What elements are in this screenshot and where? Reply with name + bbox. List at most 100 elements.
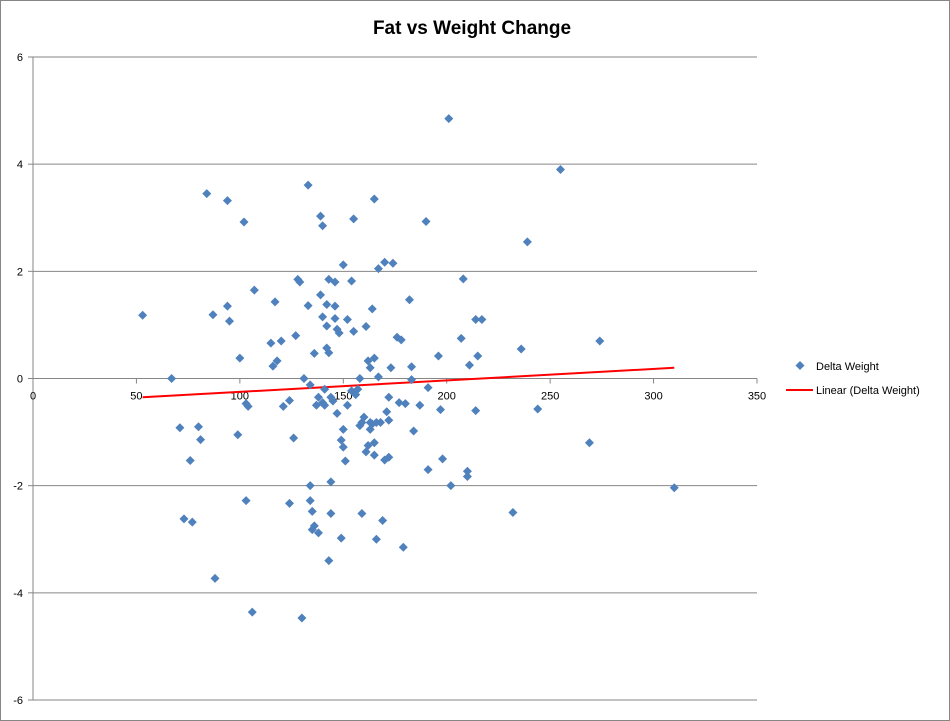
data-point	[299, 374, 309, 383]
x-tick-label: 0	[30, 391, 36, 403]
data-point	[295, 277, 305, 287]
axes	[28, 56, 758, 701]
data-point	[369, 450, 379, 460]
data-point	[371, 534, 381, 544]
data-point	[367, 304, 377, 314]
y-tick-label: 6	[17, 52, 23, 64]
x-tick-label: 350	[748, 391, 766, 403]
data-point	[291, 331, 301, 341]
data-point	[369, 353, 379, 363]
trendline-segment	[142, 366, 675, 399]
data-point	[233, 430, 243, 440]
data-point	[222, 196, 232, 206]
data-points	[138, 114, 679, 623]
data-point	[584, 438, 594, 448]
x-tick-label: 50	[130, 391, 142, 403]
data-point	[270, 297, 280, 307]
data-point	[456, 333, 466, 343]
data-point	[473, 351, 483, 361]
x-tick-label: 150	[334, 391, 352, 403]
data-point	[222, 301, 232, 311]
data-point	[278, 401, 288, 411]
data-point	[318, 312, 328, 322]
data-point	[324, 556, 334, 566]
data-point	[297, 613, 307, 623]
data-point	[309, 521, 319, 531]
data-point	[404, 295, 414, 305]
y-tick-label: 4	[17, 159, 23, 171]
data-point	[326, 477, 336, 487]
data-point	[353, 384, 363, 394]
data-point	[438, 454, 448, 464]
data-point	[318, 221, 328, 231]
data-point	[334, 328, 344, 338]
x-axis-tick-labels: 0 50 100 150 200 250 300 350	[30, 391, 766, 403]
data-point	[202, 189, 212, 199]
y-tick-label: 2	[17, 266, 23, 278]
chart-title: Fat vs Weight Change	[373, 18, 571, 39]
data-point	[289, 433, 299, 443]
data-point	[305, 380, 315, 390]
data-point	[446, 481, 456, 491]
data-point	[384, 452, 394, 462]
data-point	[303, 180, 313, 190]
data-point	[382, 407, 392, 417]
legend: Delta Weight Linear (Delta Weight)	[786, 361, 920, 397]
data-point	[239, 217, 249, 227]
legend-marker-delta-weight	[795, 361, 805, 370]
data-point	[268, 361, 278, 371]
data-point	[272, 356, 282, 366]
x-tick-label: 300	[644, 391, 662, 403]
data-point	[303, 301, 313, 311]
data-point	[373, 372, 383, 382]
data-point	[394, 398, 404, 408]
trendline	[142, 366, 675, 399]
data-point	[330, 313, 340, 323]
y-tick-label: 0	[17, 374, 23, 386]
data-point	[669, 483, 679, 493]
data-point	[336, 435, 346, 445]
y-tick-label: -6	[13, 695, 23, 707]
data-point	[316, 290, 326, 300]
legend-label-delta-weight: Delta Weight	[816, 361, 879, 373]
data-point	[225, 316, 235, 326]
data-point	[444, 114, 454, 124]
data-point	[185, 455, 195, 465]
data-point	[464, 360, 474, 370]
y-tick-label: -4	[13, 588, 23, 600]
data-point	[187, 517, 197, 527]
data-point	[342, 315, 352, 325]
data-point	[508, 507, 518, 517]
data-point	[330, 277, 340, 287]
data-point	[380, 257, 390, 267]
data-point	[533, 404, 543, 414]
data-point	[208, 310, 218, 320]
data-point	[409, 426, 419, 436]
data-point	[462, 466, 472, 476]
data-point	[555, 165, 565, 175]
data-point	[359, 412, 369, 422]
data-point	[305, 481, 315, 491]
data-point	[365, 363, 375, 373]
data-point	[266, 338, 276, 348]
data-point	[384, 392, 394, 402]
data-point	[398, 542, 408, 552]
data-point	[458, 274, 468, 284]
data-point	[384, 415, 394, 425]
data-point	[342, 400, 352, 410]
data-point	[347, 276, 357, 286]
data-point	[320, 400, 330, 410]
data-point	[328, 396, 338, 406]
data-point	[338, 424, 348, 434]
data-point	[407, 375, 417, 385]
data-point	[247, 607, 257, 617]
data-point	[369, 438, 379, 448]
data-point	[235, 353, 245, 363]
data-point	[313, 528, 323, 538]
data-point	[522, 237, 532, 247]
data-point	[423, 465, 433, 475]
y-axis-tick-labels: -6 -4 -2 0 2 4 6	[13, 52, 23, 707]
legend-label-linear: Linear (Delta Weight)	[816, 385, 920, 397]
data-point	[167, 374, 177, 383]
